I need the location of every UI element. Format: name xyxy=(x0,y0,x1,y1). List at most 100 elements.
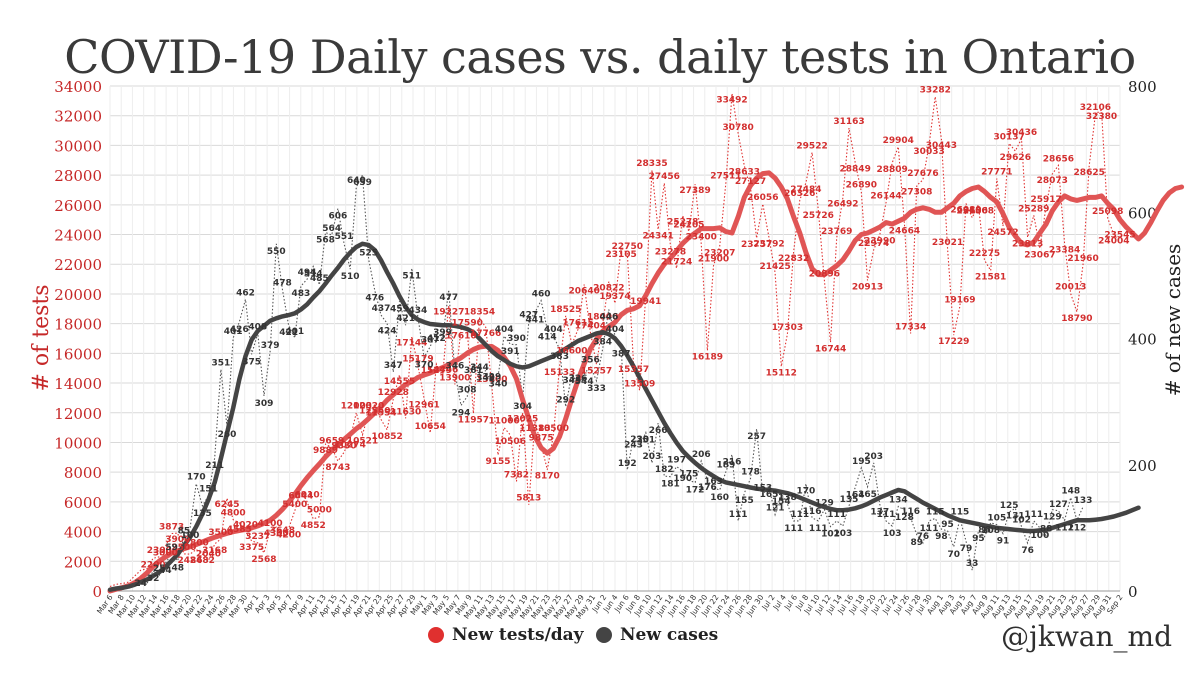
tests-data-label: 19941 xyxy=(630,297,661,307)
tests-data-label: 11000 xyxy=(488,417,519,427)
cases-data-label: 164 xyxy=(846,490,865,500)
tests-data-label: 19227 xyxy=(433,307,464,317)
tests-data-label: 9889 xyxy=(313,446,338,456)
tests-data-label: 11630 xyxy=(390,407,421,417)
tests-data-label: 20913 xyxy=(852,282,883,292)
cases-data-label: 138 xyxy=(778,493,797,503)
tests-data-label: 25289 xyxy=(1018,204,1049,214)
cases-data-label: 346 xyxy=(445,362,464,372)
cases-data-label: 361 xyxy=(464,366,483,376)
tests-data-label: 13509 xyxy=(624,379,655,389)
cases-data-label: 308 xyxy=(458,386,477,396)
tests-data-label: 18000 xyxy=(587,313,618,323)
tests-data-label: 3900 xyxy=(165,535,190,545)
tests-data-label: 5400 xyxy=(282,500,307,510)
tests-data-label: 27771 xyxy=(981,168,1012,178)
y-right-tick-label: 800 xyxy=(1128,78,1157,96)
cases-data-label: 206 xyxy=(692,450,711,460)
cases-data-label: 95 xyxy=(941,520,954,530)
cases-data-label: 494 xyxy=(298,268,317,278)
tests-data-label: 15279 xyxy=(421,366,452,376)
y-left-tick-label: 4000 xyxy=(64,524,102,542)
tests-data-label: 27511 xyxy=(710,171,741,181)
tests-data-label: 16189 xyxy=(692,353,723,363)
cases-data-label: 427 xyxy=(519,310,538,320)
legend: New tests/day New cases xyxy=(0,625,1200,651)
axis-layer: 0200040006000800010000120001400016000180… xyxy=(54,78,1156,621)
y-left-tick-label: 34000 xyxy=(54,78,102,96)
cases-data-label: 404 xyxy=(606,325,625,335)
cases-data-label: 70 xyxy=(947,550,960,560)
cases-data-label: 111 xyxy=(809,524,828,534)
tests-data-label: 4852 xyxy=(301,521,326,531)
tests-data-label: 9875 xyxy=(529,433,554,443)
tests-data-label: 10500 xyxy=(538,424,569,434)
tests-data-label: 26890 xyxy=(846,181,877,191)
cases-data-label: 25 xyxy=(153,564,166,574)
cases-data-label: 189 xyxy=(716,461,735,471)
tests-data-label: 5813 xyxy=(516,494,541,504)
tests-data-label: 23757 xyxy=(741,240,772,250)
tests-data-label: 11383 xyxy=(519,424,550,434)
tests-data-label: 17303 xyxy=(772,323,803,333)
tests-data-label: 11957 xyxy=(458,415,489,425)
y-left-tick-label: 16000 xyxy=(54,345,102,363)
cases-data-label: 391 xyxy=(501,347,520,357)
tests-data-label: 12961 xyxy=(408,400,439,410)
cases-data-label: 195 xyxy=(852,457,871,467)
tests-data-label: 4300 xyxy=(264,529,289,539)
tests-data-label: 23384 xyxy=(1049,246,1080,256)
y-left-tick-label: 30000 xyxy=(54,137,102,155)
tests-data-label: 2568 xyxy=(251,555,276,565)
cases-data-label: 154 xyxy=(772,497,791,507)
y-left-tick-label: 0 xyxy=(92,583,102,601)
tests-data-label: 14555 xyxy=(384,377,415,387)
tests-data-label: 23400 xyxy=(686,232,717,242)
tests-data-label: 21900 xyxy=(698,255,729,265)
cases-data-label: 170 xyxy=(187,473,206,483)
cases-data-label: 476 xyxy=(365,294,384,304)
tests-data-label: 3375 xyxy=(239,543,264,553)
tests-data-label: 21724 xyxy=(661,257,692,267)
y-right-tick-label: 400 xyxy=(1128,331,1157,349)
cases-data-label: 511 xyxy=(402,271,421,281)
tests-data-label: 3237 xyxy=(245,532,270,542)
tests-data-label: 2200 xyxy=(141,560,166,570)
tests-data-label: 3000 xyxy=(153,548,178,558)
tests-data-label: 10654 xyxy=(415,422,446,432)
tests-data-label: 23067 xyxy=(1024,250,1055,260)
tests-data-label: 23021 xyxy=(932,238,963,248)
tests-data-label: 17610 xyxy=(445,331,476,341)
tests-data-label: 28809 xyxy=(876,165,907,175)
legend-item-tests: New tests/day xyxy=(428,625,584,645)
y-left-tick-label: 14000 xyxy=(54,375,102,393)
tests-data-label: 28625 xyxy=(1074,168,1105,178)
legend-item-cases: New cases xyxy=(596,625,718,645)
tests-data-label: 23545 xyxy=(1104,230,1135,240)
tests-data-label: 25136 xyxy=(957,207,988,217)
tests-smoothed-line xyxy=(107,170,1185,594)
tests-data-label: 17229 xyxy=(938,337,969,347)
tests-data-label: 17334 xyxy=(895,323,926,333)
tests-data-label: 23769 xyxy=(821,227,852,237)
tests-data-label: 32106 xyxy=(1080,103,1111,113)
tests-data-label: 6010 xyxy=(295,491,320,501)
cases-data-label: 100 xyxy=(181,531,200,541)
tests-data-label: 17590 xyxy=(452,319,483,329)
cases-data-label: 116 xyxy=(803,507,822,517)
cases-data-label: 105 xyxy=(987,514,1006,524)
tests-data-label: 28335 xyxy=(636,159,667,169)
cases-data-label: 459 xyxy=(390,304,409,314)
tests-data-label: 2482 xyxy=(190,556,215,566)
tests-data-label: 24341 xyxy=(642,231,673,241)
y-right-tick-label: 600 xyxy=(1128,204,1157,222)
cases-data-label: 102 xyxy=(821,530,840,540)
cases-data-label: 478 xyxy=(273,278,292,288)
cases-data-label: 111 xyxy=(827,510,846,520)
tests-data-label: 4800 xyxy=(221,509,246,519)
tests-data-label: 2800 xyxy=(184,538,209,548)
cases-data-label: 89 xyxy=(911,538,924,548)
tests-data-label: 19169 xyxy=(944,295,975,305)
cases-data-label: 155 xyxy=(735,496,754,506)
tests-data-label: 33492 xyxy=(716,96,747,106)
